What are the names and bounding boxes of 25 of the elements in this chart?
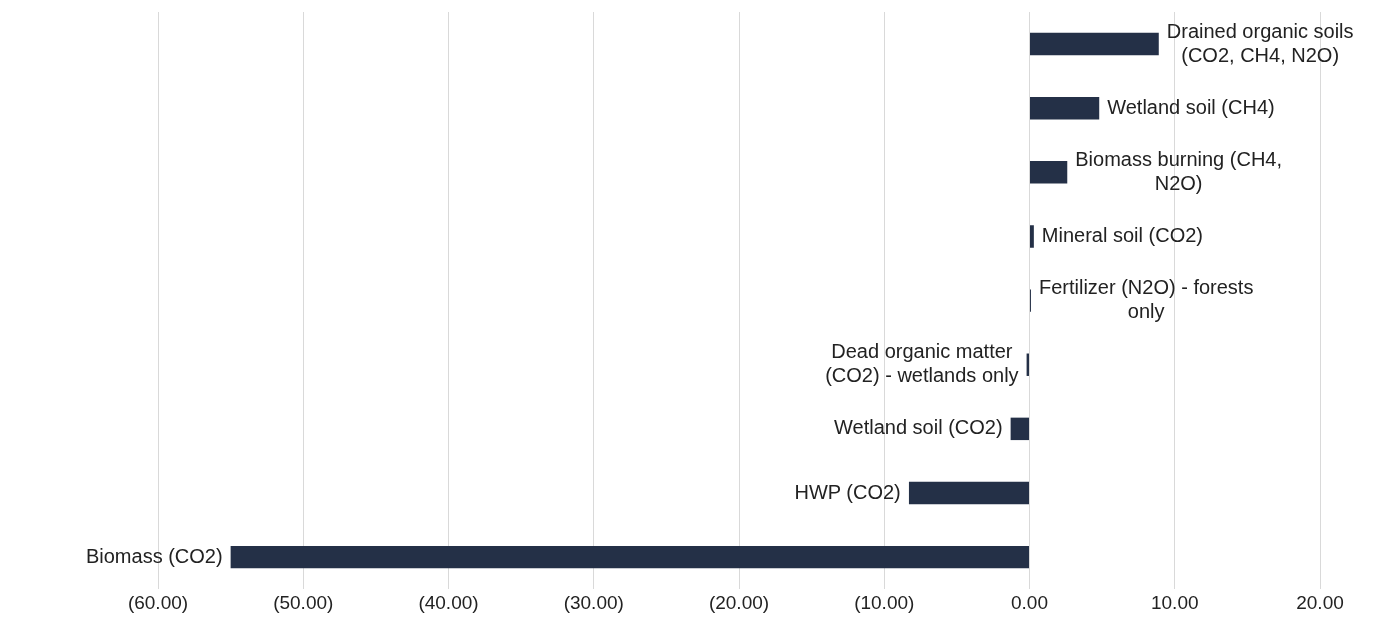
y-tick-label: Wetland soil (CH4) [1107,95,1275,118]
y-tick-label: HWP (CO2) [794,480,901,503]
x-tick-label: (40.00) [418,591,479,613]
x-tick-label: (60.00) [127,591,189,613]
x-tick-label: (30.00) [563,591,624,613]
bar [1010,417,1029,441]
bar [1030,96,1100,120]
y-tick-label: Wetland soil (CO2) [834,416,1003,439]
x-tick-label: (20.00) [708,591,770,613]
x-tick-label: 20.00 [1296,591,1344,613]
y-tick-label: Fertilizer (N2O) - forests only [1038,276,1254,323]
x-tick-label: (10.00) [854,591,915,613]
bar [1030,32,1159,56]
bar [1030,225,1034,248]
y-tick-label: Mineral soil (CO2) [1041,223,1204,246]
bar [230,545,1029,569]
y-tick-label: Dead organic matter (CO2) - wetlands only [825,340,1019,387]
y-tick-label: Biomass (CO2) [85,544,223,567]
x-tick-label: (50.00) [273,591,334,613]
x-tick-label: 0.00 [1011,591,1048,613]
y-tick-label: Drained organic soils (CO2, CH4, N2O) [1166,19,1354,66]
bar [1030,161,1068,184]
x-tick-label: 10.00 [1150,591,1199,613]
y-tick-label: Biomass burning (CH4, N2O) [1075,147,1283,194]
bar [908,481,1029,505]
